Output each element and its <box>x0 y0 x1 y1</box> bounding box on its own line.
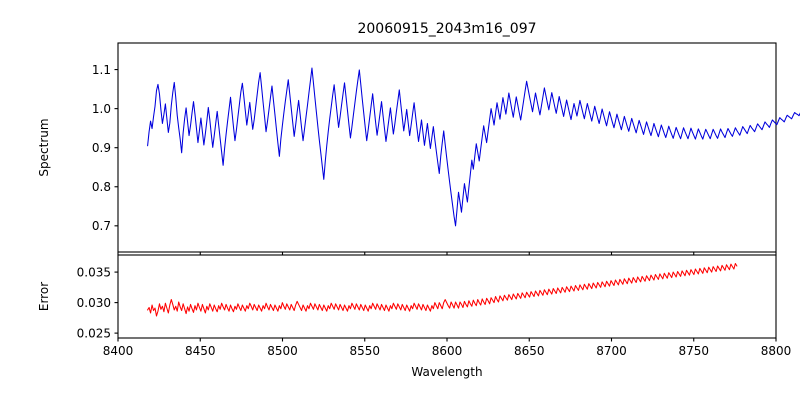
spectrum-panel-frame <box>117 42 777 253</box>
spectrum-panel-ytick-label: 1.1 <box>92 63 111 77</box>
error-panel-xtick-label: 8700 <box>596 344 627 358</box>
spectrum-panel-ytick-label: 0.7 <box>92 219 111 233</box>
spectrum-panel-ytick-label: 0.9 <box>92 141 111 155</box>
error-panel-xtick-label: 8750 <box>678 344 709 358</box>
error-panel-series-error <box>147 263 738 317</box>
error-panel-xtick-label: 8500 <box>267 344 298 358</box>
error-panel-xtick-label: 8400 <box>103 344 134 358</box>
error-panel-xtick-label: 8450 <box>185 344 216 358</box>
error-panel-xtick-label: 8800 <box>761 344 792 358</box>
figure-title: 20060915_2043m16_097 <box>357 21 536 37</box>
error-panel-xtick-label: 8600 <box>432 344 463 358</box>
error-panel-ylabel: Error <box>37 282 51 311</box>
error-panel-xlabel: Wavelength <box>411 365 482 379</box>
spectrum-panel-ylabel: Spectrum <box>37 118 51 176</box>
error-panel-ytick-label: 0.035 <box>77 265 111 279</box>
spectrum-panel: 0.7 0.8 0.9 1.0 1.1 Spectrum <box>37 42 800 256</box>
spectrum-panel-ytick-label: 0.8 <box>92 180 111 194</box>
spectrum-panel-series-spectrum <box>147 67 800 227</box>
spectrum-panel-ytick-label: 1.0 <box>92 102 111 116</box>
error-panel-xtick-label: 8550 <box>349 344 380 358</box>
error-panel-xtick-label: 8650 <box>514 344 545 358</box>
error-panel: 0.025 0.030 0.035 8400 8450 8500 8550 8600 8650 8… <box>37 254 792 379</box>
error-panel-frame <box>117 254 777 339</box>
error-panel-ytick-label: 0.030 <box>77 296 111 310</box>
error-panel-ytick-label: 0.025 <box>77 326 111 340</box>
